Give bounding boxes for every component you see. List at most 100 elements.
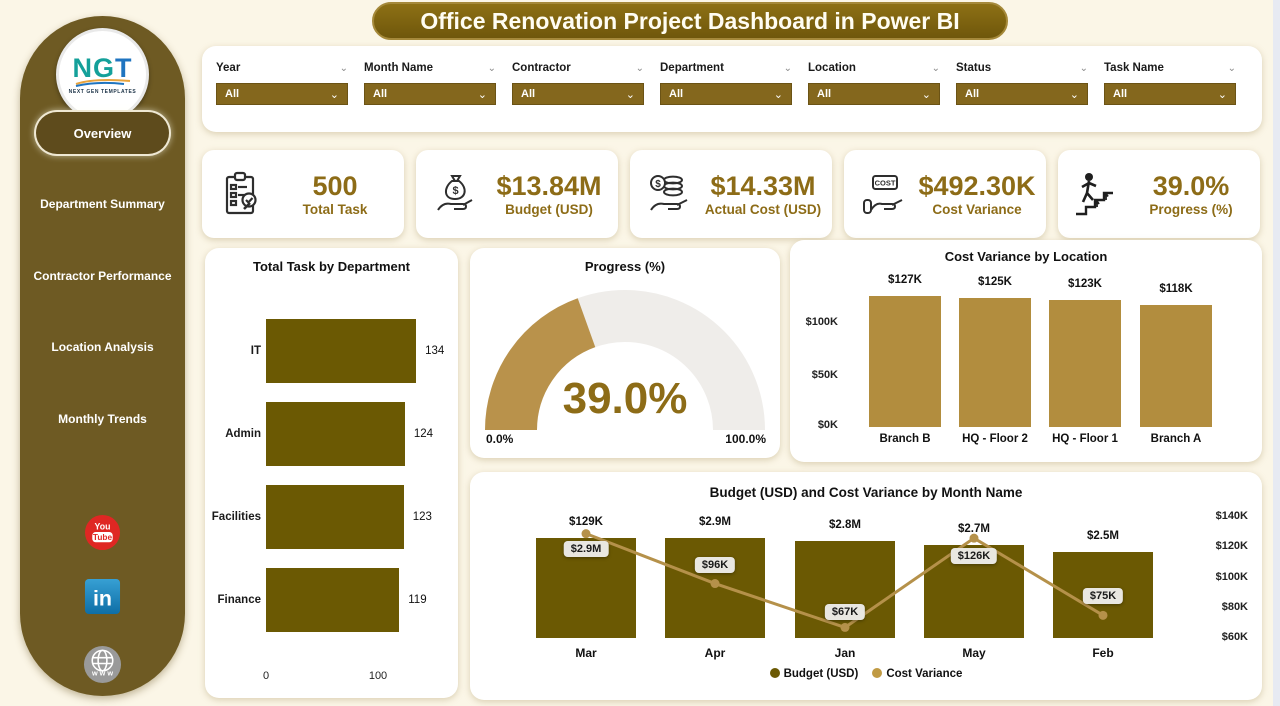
svg-text:You: You	[95, 522, 111, 532]
above-bar-label: $2.7M	[958, 522, 990, 535]
bar[interactable]	[266, 485, 404, 549]
cost-variance-by-location-chart: Cost Variance by Location $0K $50K $100K $1…	[790, 240, 1262, 462]
sidebar-item-contractor-performance[interactable]: Contractor Performance	[33, 269, 172, 283]
bar-branch-a[interactable]	[1140, 305, 1212, 427]
filter-label-row: Contractor ⌄	[512, 62, 644, 74]
bar-hq-floor-2[interactable]	[959, 298, 1031, 427]
budget-bar-apr[interactable]	[665, 538, 765, 638]
filter-label-row: Task Name ⌄	[1104, 62, 1236, 74]
filter-status: Status ⌄ All ⌄	[956, 62, 1088, 105]
filter-label: Location	[808, 62, 856, 74]
right-axis-tick: $140K	[1215, 510, 1248, 522]
filter-selected-value: All	[965, 88, 980, 100]
kpi-label: Cost Variance	[932, 202, 1022, 218]
filter-dropdown[interactable]: All ⌄	[512, 83, 644, 105]
filter-dropdown[interactable]: All ⌄	[1104, 83, 1236, 105]
above-bar-label: $129K	[569, 516, 603, 528]
chevron-down-icon[interactable]: ⌄	[931, 62, 940, 74]
filter-label-row: Location ⌄	[808, 62, 940, 74]
budget-cost-variance-combo-chart: Budget (USD) and Cost Variance by Month …	[470, 472, 1262, 700]
filter-dropdown[interactable]: All ⌄	[808, 83, 940, 105]
x-axis-tick: 100	[368, 670, 388, 682]
filter-label-row: Department ⌄	[660, 62, 792, 74]
filter-department: Department ⌄ All ⌄	[660, 62, 792, 105]
sidebar-item-location-analysis[interactable]: Location Analysis	[51, 340, 154, 354]
kpi-value: $492.30K	[918, 170, 1036, 201]
kpi-value: 39.0%	[1152, 170, 1230, 201]
person-stairs-icon	[1072, 169, 1122, 219]
filter-dropdown[interactable]: All ⌄	[660, 83, 792, 105]
sidebar-item-monthly-trends[interactable]: Monthly Trends	[58, 412, 147, 426]
filter-selected-value: All	[669, 88, 684, 100]
bar-category-label: Admin	[225, 428, 261, 440]
filter-label: Department	[660, 62, 724, 74]
filter-dropdown[interactable]: All ⌄	[364, 83, 496, 105]
above-bar-label: $2.9M	[699, 516, 731, 528]
chevron-down-icon[interactable]: ⌄	[635, 62, 644, 74]
bar[interactable]	[266, 402, 405, 466]
chevron-down-icon: ⌄	[477, 88, 487, 101]
chevron-down-icon[interactable]: ⌄	[1079, 62, 1088, 74]
bar-value-label: 119	[408, 594, 427, 606]
bar-row-admin: Admin 124	[205, 402, 458, 466]
bar-value-label: $127K	[888, 274, 922, 287]
ngt-logo: NGT NEXT GEN TEMPLATES	[56, 28, 149, 121]
bar-value-label: 123	[412, 511, 432, 523]
chevron-down-icon[interactable]: ⌄	[339, 62, 348, 74]
kpi-label: Actual Cost (USD)	[704, 202, 822, 218]
clipboard-check-icon	[216, 169, 266, 219]
right-axis-tick: $60K	[1221, 631, 1248, 643]
bar-value-label: 134	[425, 345, 445, 357]
sidebar-item-overview[interactable]: Overview	[34, 110, 171, 156]
filter-dropdown[interactable]: All ⌄	[216, 83, 348, 105]
chart-title: Cost Variance by Location	[944, 249, 1108, 264]
x-axis-tick: 0	[262, 670, 270, 682]
chevron-down-icon[interactable]: ⌄	[487, 62, 496, 74]
bar-value-label: $123K	[1068, 278, 1102, 291]
coins-hand-icon: $	[644, 169, 694, 219]
filter-label: Task Name	[1104, 62, 1164, 74]
chart-legend: Budget (USD) Cost Variance	[470, 668, 1262, 680]
filter-panel: Year ⌄ All ⌄ Month Name ⌄ All ⌄ Contractor ⌄ All ⌄ D…	[202, 46, 1262, 132]
sidebar-item-department-summary[interactable]: Department Summary	[40, 197, 165, 211]
filter-label-row: Month Name ⌄	[364, 62, 496, 74]
bar[interactable]	[266, 568, 400, 632]
chart-title: Budget (USD) and Cost Variance by Month …	[709, 485, 1023, 500]
website-globe-icon[interactable]: w w w	[20, 645, 185, 684]
chevron-down-icon: ⌄	[921, 88, 931, 101]
svg-text:in: in	[93, 586, 112, 610]
budget-bar-jan[interactable]	[795, 541, 895, 638]
kpi-card-actual-cost-usd-: $ $14.33M Actual Cost (USD)	[630, 150, 832, 238]
month-label: Mar	[575, 646, 597, 660]
linkedin-icon[interactable]: in	[20, 578, 185, 615]
bar-hq-floor-1[interactable]	[1049, 300, 1121, 427]
kpi-label: Total Task	[302, 202, 368, 218]
kpi-text: 39.0% Progress (%)	[1122, 171, 1260, 217]
kpi-value: $13.84M	[496, 170, 602, 201]
kpi-text: $492.30K Cost Variance	[908, 171, 1046, 217]
data-label-badge: $75K	[1082, 588, 1124, 605]
kpi-card-budget-usd-: $ $13.84M Budget (USD)	[416, 150, 618, 238]
chevron-down-icon[interactable]: ⌄	[783, 62, 792, 74]
right-axis-tick: $80K	[1221, 600, 1248, 613]
chart-title: Progress (%)	[584, 259, 666, 274]
chevron-down-icon[interactable]: ⌄	[1227, 62, 1236, 74]
filter-dropdown[interactable]: All ⌄	[956, 83, 1088, 105]
bar-category-label: IT	[250, 345, 261, 357]
bar-category-label: Branch B	[879, 433, 931, 445]
bar-branch-b[interactable]	[869, 296, 941, 427]
bar[interactable]	[266, 319, 417, 383]
youtube-icon[interactable]: You Tube	[20, 514, 185, 551]
filter-location: Location ⌄ All ⌄	[808, 62, 940, 105]
bar-row-it: IT 134	[205, 319, 458, 383]
filter-selected-value: All	[817, 88, 832, 100]
data-label-badge: $126K	[950, 548, 998, 565]
bar-category-label: Branch A	[1150, 433, 1202, 445]
scrollbar[interactable]	[1273, 0, 1280, 706]
bar-value-label: $118K	[1159, 283, 1193, 296]
page-title: Office Renovation Project Dashboard in P…	[372, 2, 1008, 40]
filter-label: Contractor	[512, 62, 571, 74]
y-axis-tick: $100K	[805, 316, 838, 328]
filter-contractor: Contractor ⌄ All ⌄	[512, 62, 644, 105]
